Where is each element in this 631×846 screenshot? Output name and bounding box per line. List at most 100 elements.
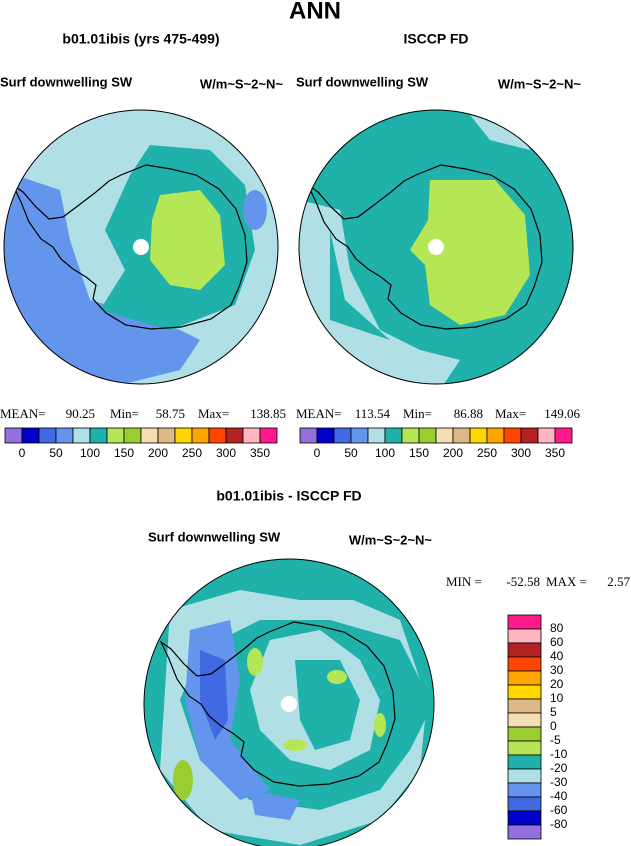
map — [144, 559, 434, 846]
units-label: W/m~S~2~N~ — [349, 532, 433, 547]
colorbar-box — [507, 712, 542, 728]
colorbar-label: 10 — [550, 691, 564, 705]
map-border — [3, 109, 279, 385]
colorbar-box — [157, 427, 176, 444]
colorbar-box — [123, 427, 142, 444]
colorbar-box — [507, 642, 542, 658]
colorbar-box — [384, 427, 403, 444]
colorbar-box — [507, 698, 542, 714]
colorbar-label: 5 — [550, 705, 557, 719]
colorbar-label: 80 — [550, 621, 564, 635]
colorbar-box — [89, 427, 108, 444]
colorbar-box — [507, 684, 542, 700]
colorbar-label: -5 — [550, 733, 561, 747]
colorbar-box — [418, 427, 437, 444]
variable-label: Surf downwelling SW — [0, 74, 133, 89]
colorbar-label: 150 — [409, 446, 429, 460]
colorbar-label: 50 — [49, 446, 63, 460]
colorbar-box — [554, 427, 573, 444]
stat-value: 138.85 — [250, 406, 286, 421]
colorbar-box — [174, 427, 193, 444]
map-border — [143, 558, 435, 846]
stat-label: MEAN= — [0, 406, 46, 421]
stat-value: 149.06 — [544, 406, 580, 421]
colorbar-label: 200 — [443, 446, 463, 460]
colorbar-box — [507, 796, 542, 812]
colorbar-box — [4, 427, 23, 444]
colorbar-box — [507, 670, 542, 686]
panel-title: ISCCP FD — [403, 31, 468, 47]
colorbar-box — [507, 810, 542, 826]
units-label: W/m~S~2~N~ — [200, 76, 284, 91]
colorbar-box — [72, 427, 91, 444]
map-border — [298, 109, 574, 385]
colorbar-box — [333, 427, 352, 444]
colorbar-label: -10 — [550, 747, 568, 761]
colorbar-box — [401, 427, 420, 444]
colorbar-label: 300 — [511, 446, 531, 460]
stat-value: 113.54 — [355, 406, 391, 421]
colorbar-label: 100 — [375, 446, 395, 460]
colorbar-label: 250 — [477, 446, 497, 460]
panel-title: b01.01ibis (yrs 475-499) — [62, 31, 219, 47]
colorbar-label: 40 — [550, 649, 564, 663]
colorbar-label: 0 — [19, 446, 26, 460]
colorbar-box — [507, 754, 542, 770]
colorbar-label: 100 — [80, 446, 100, 460]
colorbar-box — [242, 427, 261, 444]
colorbar-box — [38, 427, 57, 444]
colorbar-label: 250 — [182, 446, 202, 460]
colorbar-label: -20 — [550, 761, 568, 775]
colorbar-label: 0 — [314, 446, 321, 460]
stat-value: 90.25 — [66, 406, 95, 421]
colorbar-box — [507, 656, 542, 672]
colorbar: 0 50 100 150 200 250 300 350 — [299, 427, 573, 460]
colorbar-label: 30 — [550, 663, 564, 677]
stat-label: Max= — [495, 406, 526, 421]
colorbar-box — [55, 427, 74, 444]
stat-label: Min= — [110, 406, 139, 421]
stat-value: -52.58 — [506, 574, 540, 589]
colorbar-label: 50 — [344, 446, 358, 460]
map — [4, 110, 278, 384]
stat-value: 86.88 — [454, 406, 483, 421]
colorbar-label: 0 — [550, 719, 557, 733]
colorbar-box — [452, 427, 471, 444]
colorbar-label: 20 — [550, 677, 564, 691]
units-label: W/m~S~2~N~ — [498, 76, 582, 91]
colorbar-box — [507, 614, 542, 630]
map — [299, 110, 573, 384]
colorbar-box — [507, 768, 542, 784]
variable-label: Surf downwelling SW — [148, 529, 281, 544]
colorbar-label: -40 — [550, 789, 568, 803]
colorbar-label: -60 — [550, 803, 568, 817]
colorbar-box — [537, 427, 556, 444]
colorbar-box — [507, 726, 542, 742]
colorbar-box — [225, 427, 244, 444]
colorbar-box — [259, 427, 278, 444]
colorbar-box — [299, 427, 318, 444]
colorbar-label: 150 — [114, 446, 134, 460]
stat-label: MAX = — [546, 574, 587, 589]
colorbar-box — [21, 427, 40, 444]
colorbar-label: 350 — [545, 446, 565, 460]
colorbar-label: 350 — [250, 446, 270, 460]
stat-value: 2.57 — [607, 574, 630, 589]
colorbar-box — [469, 427, 488, 444]
colorbar-box — [106, 427, 125, 444]
stat-label: Min= — [403, 406, 432, 421]
colorbar-box — [316, 427, 335, 444]
colorbar-label: 60 — [550, 635, 564, 649]
colorbar-box — [208, 427, 227, 444]
colorbar-box — [140, 427, 159, 444]
figure-title: ANN — [289, 0, 341, 24]
colorbar-box — [507, 782, 542, 798]
colorbar-box — [350, 427, 369, 444]
colorbar-box — [367, 427, 386, 444]
colorbar-box — [191, 427, 210, 444]
colorbar-box — [486, 427, 505, 444]
colorbar-label: -80 — [550, 817, 568, 831]
colorbar-label: 200 — [148, 446, 168, 460]
colorbar-box — [503, 427, 522, 444]
